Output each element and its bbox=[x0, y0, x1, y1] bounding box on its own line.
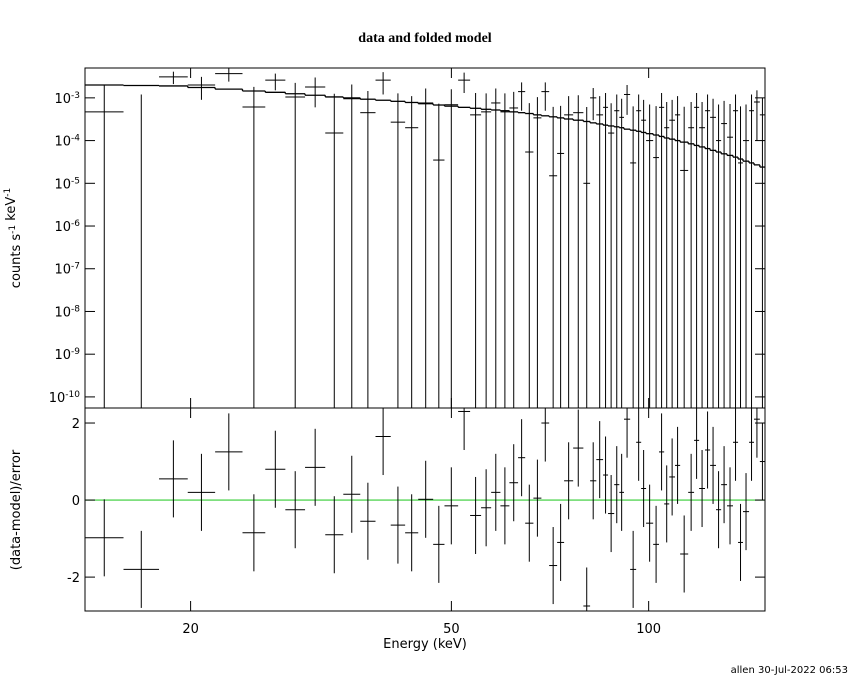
y-tick-label: 10-8 bbox=[54, 304, 80, 320]
y-tick-label: 10-10 bbox=[49, 390, 81, 406]
y-tick-label: 10-7 bbox=[54, 262, 80, 278]
x-tick-label: 20 bbox=[182, 622, 199, 637]
y-tick-label: 10-9 bbox=[54, 347, 80, 363]
y-tick-label: 10-4 bbox=[54, 134, 80, 150]
y-tick-label: 10-5 bbox=[54, 176, 80, 192]
y-tick-label: -2 bbox=[67, 571, 80, 586]
x-axis-label: Energy (keV) bbox=[383, 637, 467, 652]
frame bbox=[84, 67, 766, 409]
plot-area bbox=[85, 68, 765, 408]
frame bbox=[84, 407, 766, 612]
x-tick-label: 50 bbox=[443, 622, 460, 637]
plot-area bbox=[85, 408, 765, 611]
y-tick-label: 10-3 bbox=[54, 91, 80, 107]
y-axis-label: (data-model)/error bbox=[9, 449, 24, 570]
y-tick-label: 10-6 bbox=[54, 219, 80, 235]
footer: allen 30-Jul-2022 06:53 bbox=[731, 665, 848, 676]
y-tick-label: 0 bbox=[72, 494, 80, 509]
x-tick-label: 100 bbox=[636, 622, 661, 637]
chart-title: data and folded model bbox=[358, 31, 492, 46]
y-tick-label: 2 bbox=[72, 417, 80, 432]
y-axis-label: counts s-1 keV-1 bbox=[3, 188, 24, 288]
